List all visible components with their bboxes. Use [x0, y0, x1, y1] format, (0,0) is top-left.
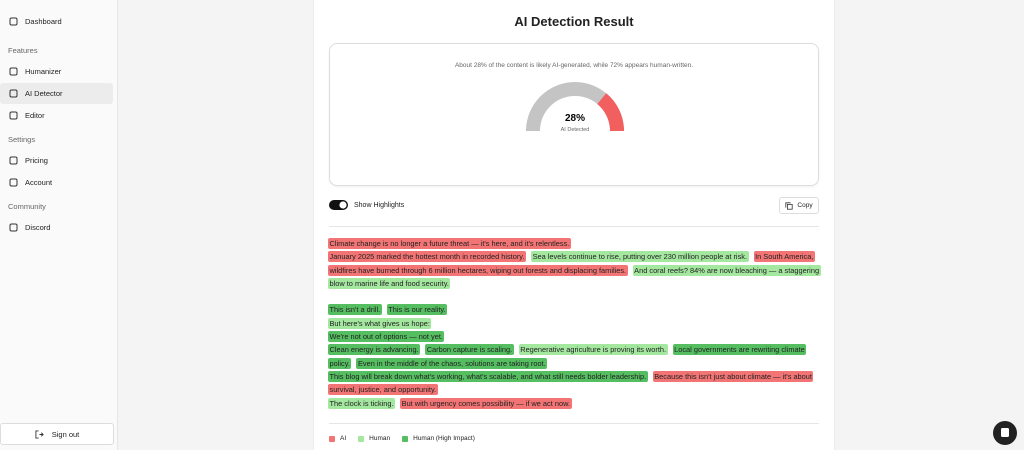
copy-label: Copy — [797, 202, 813, 209]
highlight-segment: This is our reality. — [386, 304, 448, 316]
legend-item: AI — [329, 435, 346, 442]
nav-icon — [9, 223, 18, 232]
nav-icon — [9, 67, 18, 76]
gauge-label: 28% — [565, 113, 585, 124]
legend-label: AI — [340, 435, 347, 442]
section-label: Settings — [8, 135, 36, 144]
nav-item[interactable]: Discord — [0, 217, 113, 238]
nav-item[interactable]: Account — [0, 172, 113, 193]
nav-item[interactable]: Editor — [0, 105, 113, 126]
nav-label: AI Detector — [25, 89, 63, 98]
result-card: AI Detection Result About 28% of the con… — [313, 0, 835, 450]
sidebar: Dashboard Features Humanizer AI Detector Edi… — [0, 0, 118, 450]
highlight-segment: But with urgency comes possibility — if … — [400, 397, 572, 409]
nav-icon — [9, 111, 18, 120]
divider — [329, 226, 819, 227]
highlight-segment: Regenerative agriculture is proving its … — [518, 344, 668, 356]
highlight-segment: Sea levels continue to rise, putting ove… — [531, 251, 749, 263]
nav-label: Discord — [25, 223, 51, 232]
highlight-segment: But here's what gives us hope: — [328, 317, 432, 329]
text-line: The clock is ticking. But with urgency c… — [328, 397, 820, 410]
copy-button[interactable]: Copy — [779, 197, 819, 214]
highlight-segment: This isn't a drill. — [328, 304, 382, 316]
legend-item: Human (High Impact) — [402, 435, 475, 442]
gauge-panel: About 28% of the content is likely AI-ge… — [329, 43, 819, 186]
nav-item[interactable]: AI Detector — [0, 83, 113, 104]
highlight-segment: The clock is ticking. — [328, 397, 396, 409]
text-line: This isn't a drill. This is our reality. — [328, 303, 820, 316]
highlight-segment: This blog will break down what's working… — [328, 370, 648, 382]
legend-label: Human — [369, 435, 391, 442]
legend-swatch — [329, 435, 335, 442]
text-line: But here's what gives us hope: — [328, 317, 820, 330]
text-line: Climate change is no longer a future thr… — [328, 237, 820, 250]
section-label: Features — [8, 46, 38, 55]
section-label: Community — [8, 202, 46, 211]
legend: AI Human Human (High Impact) — [329, 435, 475, 442]
nav-label: Humanizer — [25, 67, 62, 76]
sign-out-label: Sign out — [51, 429, 80, 439]
paragraph: This isn't a drill. This is our reality.… — [328, 303, 820, 409]
highlight-toggle[interactable]: Show Highlights — [329, 200, 404, 210]
legend-label: Human (High Impact) — [413, 435, 475, 442]
toggle-switch — [329, 200, 348, 210]
nav-icon — [9, 17, 18, 26]
nav-icon — [9, 178, 18, 187]
legend-swatch — [358, 435, 365, 442]
nav-icon — [9, 156, 18, 165]
chat-icon — [1001, 428, 1009, 437]
text-line: We're not out of options — not yet. — [328, 330, 820, 343]
gauge-arc — [597, 93, 624, 132]
sign-out-icon — [35, 429, 44, 439]
highlight-segment: January 2025 marked the hottest month in… — [328, 251, 526, 263]
text-line: This blog will break down what's working… — [328, 370, 820, 397]
highlight-segment: We're not out of options — not yet. — [328, 331, 445, 343]
highlight-segment: Even in the middle of the chaos, solutio… — [356, 357, 548, 369]
nav-label: Dashboard — [25, 17, 62, 26]
nav-icon — [9, 89, 18, 98]
highlight-segment: Climate change is no longer a future thr… — [328, 238, 571, 249]
divider — [329, 423, 819, 424]
highlight-segment: Carbon capture is scaling. — [425, 344, 514, 356]
legend-item: Human — [358, 435, 390, 442]
sign-out-button[interactable]: Sign out — [0, 423, 114, 445]
text-line: Clean energy is advancing. Carbon captur… — [328, 343, 820, 370]
nav-label: Pricing — [25, 156, 48, 165]
toggle-label: Show Highlights — [354, 201, 405, 209]
nav-label: Account — [25, 178, 53, 187]
gauge-caption: AI Detected — [561, 127, 590, 133]
nav-item[interactable]: Dashboard — [0, 11, 113, 32]
result-title: AI Detection Result — [514, 14, 634, 29]
nav-label: Editor — [25, 111, 45, 120]
copy-icon — [785, 201, 794, 210]
highlight-segment: Clean energy is advancing. — [328, 344, 421, 356]
gauge: 28% AI Detected — [526, 82, 624, 133]
nav-item[interactable]: Humanizer — [0, 61, 113, 82]
legend-swatch — [402, 435, 409, 442]
highlighted-text: Climate change is no longer a future thr… — [328, 237, 821, 423]
chat-button[interactable] — [993, 421, 1017, 445]
nav-item[interactable]: Pricing — [0, 150, 113, 171]
summary: About 28% of the content is likely AI-ge… — [454, 62, 694, 69]
text-line: January 2025 marked the hottest month in… — [328, 250, 821, 290]
paragraph: Climate change is no longer a future thr… — [328, 237, 821, 290]
